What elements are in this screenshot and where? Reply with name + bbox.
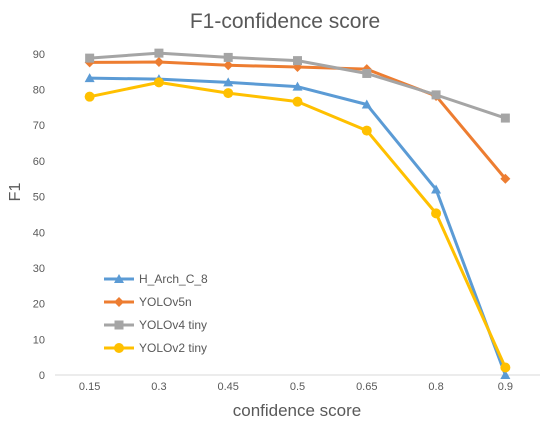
data-point [361, 125, 372, 136]
y-tick-label: 20 [33, 299, 45, 311]
y-tick-label: 60 [33, 156, 45, 168]
data-point [84, 91, 95, 102]
y-axis-label: F1 [7, 183, 24, 202]
x-tick-label: 0.3 [151, 381, 166, 393]
data-point [292, 96, 303, 107]
y-tick-label: 80 [33, 85, 45, 97]
y-tick-label: 30 [33, 263, 45, 275]
legend-marker [114, 297, 124, 307]
data-point [153, 77, 164, 88]
y-tick-label: 50 [33, 192, 45, 204]
x-tick-label: 0.15 [79, 381, 100, 393]
data-point [223, 88, 234, 99]
data-point [431, 90, 441, 100]
x-tick-label: 0.5 [290, 381, 305, 393]
series-group [84, 48, 511, 379]
x-ticks: 0.15 0.3 0.45 0.5 0.65 0.8 0.9 [79, 381, 513, 393]
x-tick-label: 0.9 [498, 381, 513, 393]
legend-label: YOLOv2 tiny [139, 341, 207, 355]
legend: H_Arch_C_8 YOLOv5n YOLOv4 tiny YOLOv2 tiny [104, 272, 208, 355]
data-point [223, 52, 233, 62]
data-point [85, 53, 95, 63]
data-point [362, 68, 372, 78]
y-tick-label: 90 [33, 49, 45, 61]
data-point [154, 48, 164, 58]
data-point [292, 81, 303, 91]
data-point [223, 60, 234, 71]
legend-marker [114, 274, 124, 283]
data-point [500, 113, 510, 123]
y-tick-label: 10 [33, 334, 45, 346]
data-point [500, 173, 511, 184]
x-tick-label: 0.65 [356, 381, 377, 393]
y-tick-label: 0 [39, 370, 45, 382]
data-point [84, 73, 95, 83]
legend-marker [114, 320, 124, 330]
y-ticks: 0 10 20 30 40 50 60 70 80 90 [33, 49, 45, 382]
data-point [153, 57, 164, 68]
legend-label: H_Arch_C_8 [139, 272, 208, 286]
y-tick-label: 40 [33, 227, 45, 239]
data-point [431, 208, 442, 219]
data-point [431, 184, 442, 194]
data-point [500, 362, 511, 373]
chart-title: F1-confidence score [190, 10, 380, 33]
data-point [500, 370, 511, 379]
y-tick-label: 70 [33, 120, 45, 132]
x-tick-label: 0.45 [218, 381, 239, 393]
x-tick-label: 0.8 [428, 381, 443, 393]
data-point [361, 99, 372, 109]
x-axis-label: confidence score [233, 401, 362, 420]
data-point [293, 56, 302, 66]
legend-label: YOLOv5n [139, 295, 192, 309]
data-point [223, 77, 234, 87]
legend-marker [114, 343, 124, 353]
legend-label: YOLOv4 tiny [139, 318, 207, 332]
